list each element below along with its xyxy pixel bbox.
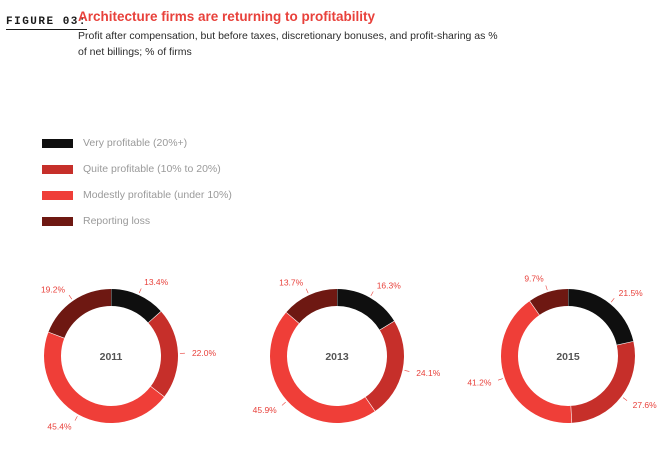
slice-separator (529, 300, 540, 316)
slice-modestly-profitable (501, 301, 572, 423)
data-label: 45.9% (253, 405, 278, 415)
data-label: 22.0% (192, 348, 217, 358)
label-leader (545, 285, 548, 291)
slice-separator (150, 386, 165, 397)
data-label: 16.3% (377, 280, 402, 290)
slice-quite-profitable (148, 311, 178, 397)
label-leader (497, 378, 503, 381)
label-leader (610, 298, 615, 303)
year-label: 2013 (325, 351, 349, 363)
legend-swatch (42, 190, 73, 200)
legend-swatch (42, 216, 73, 226)
legend-swatch (42, 138, 73, 148)
label-leader (281, 401, 286, 406)
legend: Very profitable (20%+) Quite profitable … (42, 130, 232, 234)
label-leader (404, 370, 410, 372)
label-leader (622, 397, 628, 401)
slice-reporting-loss (286, 289, 337, 324)
slice-separator (48, 331, 65, 339)
slice-modestly-profitable (43, 332, 165, 423)
donut-2011: 13.4% 22.0% 45.4% 19.2% 2011 (41, 277, 217, 432)
data-label: 13.4% (144, 277, 169, 287)
label-leader (370, 291, 374, 296)
slice-separator (379, 320, 395, 331)
slice-separator (148, 311, 162, 323)
legend-item-very-profitable: Very profitable (20%+) (42, 130, 232, 156)
data-label: 21.5% (619, 288, 644, 298)
legend-label: Quite profitable (10% to 20%) (83, 163, 221, 175)
slice-separator (616, 341, 634, 346)
chart-subtitle: Profit after compensation, but before ta… (78, 30, 498, 58)
slice-separator (365, 397, 376, 412)
legend-item-quite-profitable: Quite profitable (10% to 20%) (42, 156, 232, 182)
legend-item-reporting-loss: Reporting loss (42, 208, 232, 234)
legend-label: Very profitable (20%+) (83, 137, 188, 149)
chart-title: Architecture firms are returning to prof… (78, 9, 376, 24)
legend-label: Reporting loss (83, 215, 151, 227)
label-leader (305, 288, 309, 294)
slice-very-profitable (337, 289, 395, 331)
data-label: 27.6% (633, 400, 658, 410)
data-label: 9.7% (524, 274, 544, 284)
slice-separator (570, 405, 573, 423)
slice-separator (285, 312, 300, 324)
data-label: 13.7% (279, 277, 304, 287)
slice-reporting-loss (529, 289, 568, 316)
data-label: 45.4% (47, 422, 72, 432)
donut-2013: 16.3% 24.1% 45.9% 13.7% 2013 (253, 277, 441, 423)
label-leader (138, 288, 142, 294)
data-label: 24.1% (416, 368, 441, 378)
slice-very-profitable (568, 289, 634, 346)
legend-swatch (42, 164, 73, 174)
legend-item-modestly-profitable: Modestly profitable (under 10%) (42, 182, 232, 208)
slice-reporting-loss (48, 289, 111, 339)
legend-label: Modestly profitable (under 10%) (83, 189, 232, 201)
data-label: 19.2% (41, 284, 66, 294)
label-leader (74, 416, 78, 421)
slice-modestly-profitable (270, 312, 376, 423)
year-label: 2015 (556, 351, 580, 363)
label-leader (68, 294, 73, 300)
slice-very-profitable (111, 289, 161, 323)
donut-2015: 21.5% 27.6% 41.2% 9.7% 2015 (467, 274, 657, 423)
slice-quite-profitable (365, 321, 404, 412)
figure-label: FIGURE 03: (6, 16, 88, 30)
data-label: 41.2% (467, 377, 492, 387)
year-label: 2011 (100, 351, 123, 363)
slice-quite-profitable (570, 341, 635, 423)
